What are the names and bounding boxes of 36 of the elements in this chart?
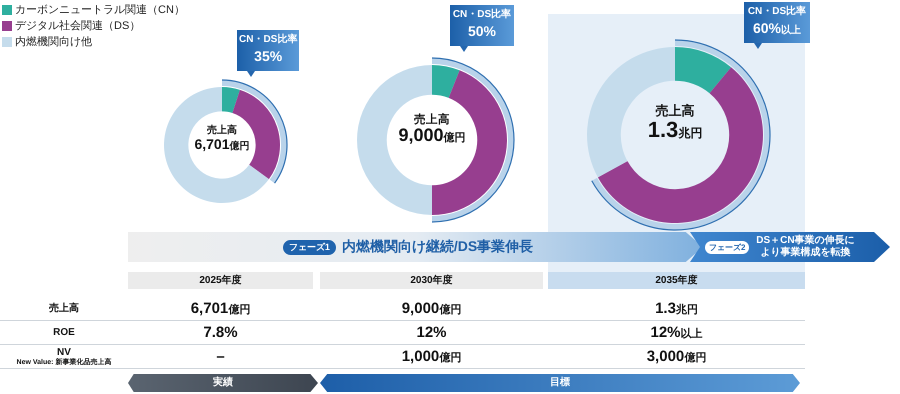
text: フェーズ2 <box>705 240 750 254</box>
text: – <box>216 348 225 365</box>
text: DS＋CN事業の伸長により事業構成を転換 <box>755 235 856 259</box>
text: 35% <box>254 48 282 64</box>
text: 売上高 <box>206 124 238 136</box>
text: CN・DS比率 <box>452 9 512 22</box>
text: 6,701億円 <box>190 300 250 317</box>
text: 実績 <box>128 374 318 392</box>
text: 6,701億円 <box>194 136 250 152</box>
text: 売上高 <box>654 103 696 118</box>
category-label: 2025年度 <box>128 272 313 289</box>
text: 売上高 <box>413 114 451 126</box>
category-label: 2030年度 <box>320 272 543 289</box>
category-label: 2035年度 <box>548 272 805 289</box>
text: CN・DS比率 <box>239 34 298 46</box>
text: 9,000億円 <box>398 125 466 146</box>
text: 目標 <box>320 374 800 392</box>
text: 1.3兆円 <box>655 300 698 317</box>
text: 7.8% <box>203 324 238 341</box>
text: 12%以上 <box>650 324 703 341</box>
category-label: 売上高 <box>49 302 79 314</box>
text: 9,000億円 <box>402 300 462 317</box>
text: 60%以上 <box>752 20 802 36</box>
text: 内燃機関向け継続/DS事業伸長 <box>342 238 534 256</box>
legend-label: カーボンニュートラル関連（CN） <box>15 3 185 18</box>
text: 50% <box>468 22 496 38</box>
legend-label: デジタル社会関連（DS） <box>15 19 140 34</box>
text: フェーズ1 <box>282 240 336 254</box>
category-label: ROE <box>53 326 75 338</box>
category-label: NV <box>57 347 71 358</box>
text: 1.3兆円 <box>648 117 702 142</box>
text: CN・DS比率 <box>746 6 808 18</box>
text: 12% <box>416 324 447 341</box>
text: 1,000億円 <box>402 348 462 365</box>
text: 3,000億円 <box>646 348 706 365</box>
legend-label: 内燃機関向け他 <box>15 35 92 50</box>
